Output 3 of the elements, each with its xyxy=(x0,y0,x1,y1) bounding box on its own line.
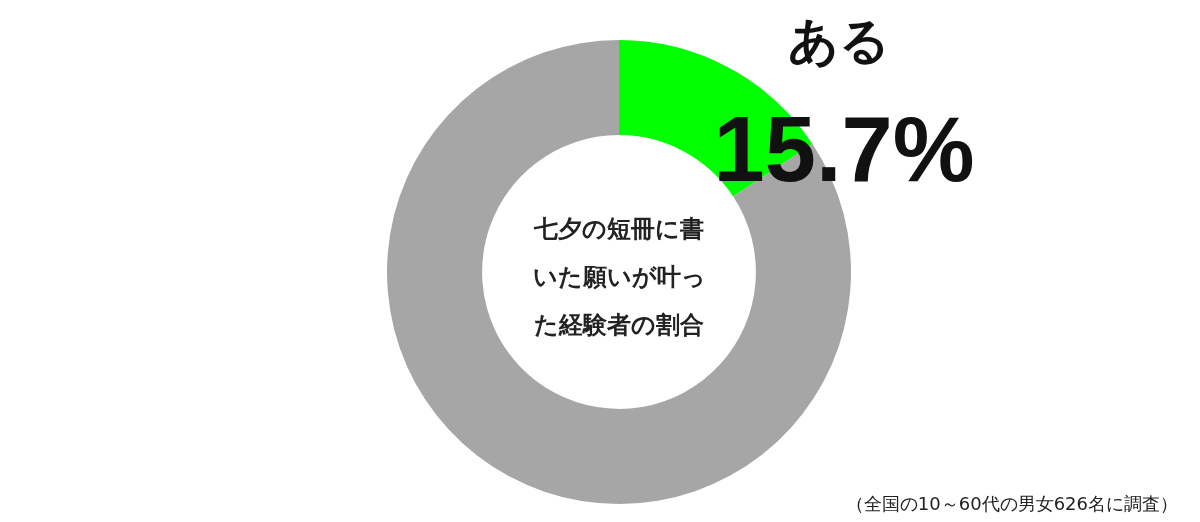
slice-label: ある xyxy=(788,11,891,70)
text: 七夕の短冊に書いた願いが叶った経験者の割合 xyxy=(531,214,707,341)
text: （全国の10～60代の男女626名に調査） xyxy=(845,492,1178,516)
